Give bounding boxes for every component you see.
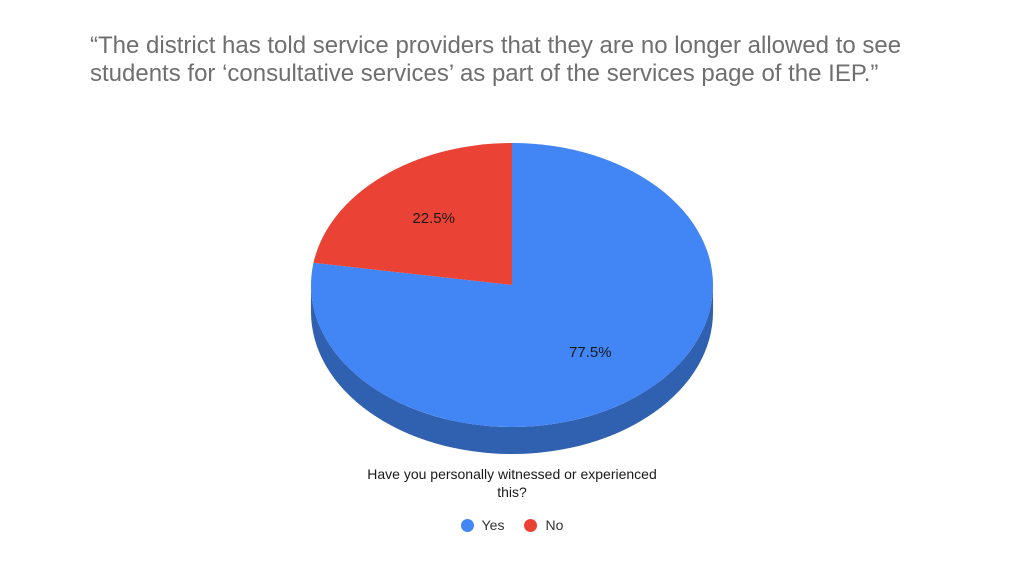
slice-label-yes: 77.5% xyxy=(569,344,612,361)
chart-title: “The district has told service providers… xyxy=(90,32,970,88)
title-line-1: “The district has told service providers… xyxy=(90,32,902,59)
title-line-2: students for ‘consultative services’ as … xyxy=(90,60,879,87)
pie-slice-yes xyxy=(310,143,714,427)
legend-label-yes: Yes xyxy=(481,517,505,533)
pie-slice-no xyxy=(313,143,512,285)
pie-side-yes xyxy=(311,285,713,454)
chart-caption: Have you personally witnessed or experie… xyxy=(367,466,657,500)
legend-item-yes: Yes xyxy=(460,517,505,533)
legend-label-no: No xyxy=(545,517,564,533)
legend: Yes No xyxy=(0,517,1024,533)
legend-swatch-no xyxy=(524,518,538,532)
legend-swatch-yes xyxy=(460,518,474,532)
legend-item-no: No xyxy=(524,517,563,533)
slice-label-no: 22.5% xyxy=(412,210,455,227)
pie-layer xyxy=(310,143,714,454)
